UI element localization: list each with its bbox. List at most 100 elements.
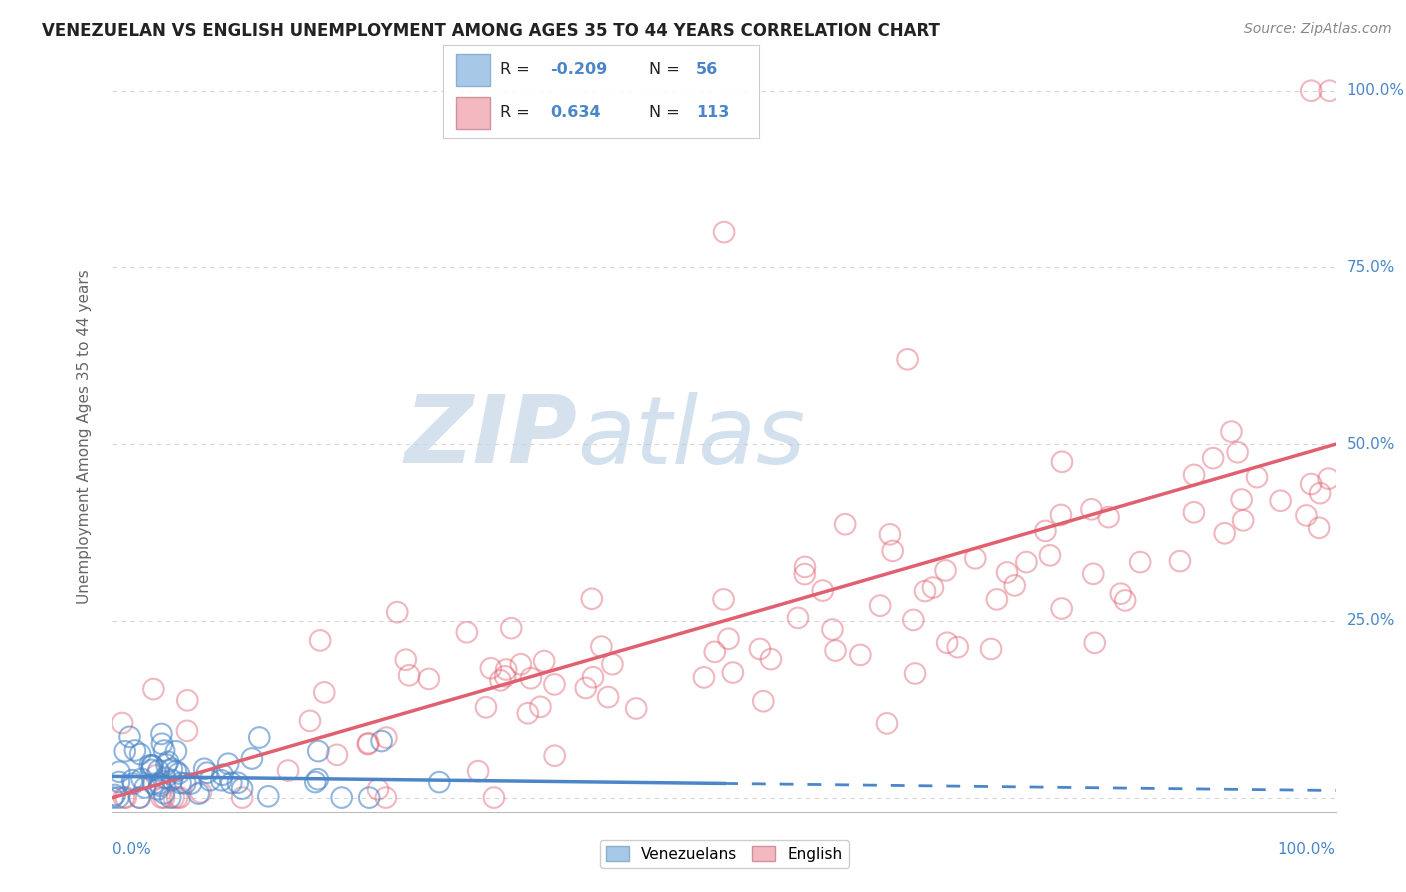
Point bbox=[298, 714, 321, 728]
Point bbox=[1270, 493, 1292, 508]
Point bbox=[849, 648, 872, 662]
Point bbox=[1035, 524, 1057, 538]
Text: 25.0%: 25.0% bbox=[1347, 614, 1395, 628]
Point bbox=[257, 789, 280, 804]
Text: N =: N = bbox=[648, 62, 685, 78]
Point bbox=[1319, 84, 1341, 98]
Point bbox=[357, 736, 380, 750]
Point bbox=[1182, 505, 1205, 519]
Text: 50.0%: 50.0% bbox=[1347, 437, 1395, 451]
Point bbox=[231, 790, 253, 805]
Point bbox=[193, 762, 215, 776]
Point bbox=[876, 716, 898, 731]
Point bbox=[314, 685, 336, 699]
Point bbox=[1232, 513, 1254, 527]
Point bbox=[1039, 549, 1062, 563]
Point bbox=[375, 731, 398, 745]
Text: N =: N = bbox=[648, 105, 685, 120]
Point bbox=[1168, 554, 1191, 568]
Point bbox=[187, 787, 209, 801]
Point bbox=[326, 747, 349, 762]
Point bbox=[995, 566, 1018, 580]
Point bbox=[529, 699, 551, 714]
FancyBboxPatch shape bbox=[456, 54, 491, 86]
Point bbox=[533, 654, 555, 668]
Point bbox=[903, 613, 925, 627]
Point bbox=[169, 790, 191, 805]
Point bbox=[217, 756, 239, 771]
Point bbox=[309, 633, 332, 648]
Point bbox=[1301, 477, 1323, 491]
Point bbox=[456, 625, 478, 640]
Point bbox=[821, 623, 844, 637]
Point bbox=[516, 706, 538, 721]
Point bbox=[114, 790, 136, 805]
Point bbox=[367, 782, 389, 797]
Point bbox=[174, 776, 197, 790]
Point bbox=[501, 621, 523, 635]
Point bbox=[387, 605, 409, 619]
Point bbox=[226, 776, 249, 790]
Point bbox=[357, 737, 380, 751]
Point bbox=[209, 773, 232, 788]
Point bbox=[479, 661, 502, 675]
Point bbox=[1129, 555, 1152, 569]
Point bbox=[717, 632, 740, 646]
Point bbox=[108, 775, 131, 789]
Point bbox=[304, 775, 326, 789]
Point bbox=[307, 744, 329, 758]
Point bbox=[198, 773, 221, 788]
Point bbox=[107, 790, 129, 805]
Point bbox=[824, 643, 846, 657]
Point bbox=[128, 790, 150, 805]
Point bbox=[155, 757, 177, 772]
Point bbox=[398, 668, 420, 682]
Point bbox=[1050, 455, 1073, 469]
Point bbox=[935, 563, 957, 577]
Point bbox=[146, 782, 169, 797]
Point bbox=[157, 755, 180, 769]
Text: ZIP: ZIP bbox=[405, 391, 578, 483]
Point bbox=[869, 599, 891, 613]
Point bbox=[897, 352, 920, 367]
Point bbox=[602, 657, 624, 672]
Point bbox=[231, 781, 253, 796]
Point bbox=[395, 653, 418, 667]
Text: R =: R = bbox=[501, 105, 534, 120]
Point bbox=[108, 764, 131, 779]
Point bbox=[153, 790, 176, 805]
Text: 113: 113 bbox=[696, 105, 730, 120]
Point bbox=[693, 670, 716, 684]
Point bbox=[142, 777, 165, 791]
Point bbox=[591, 640, 613, 654]
Point bbox=[904, 666, 927, 681]
Point bbox=[1295, 508, 1317, 523]
Point bbox=[176, 693, 198, 707]
Text: R =: R = bbox=[501, 62, 534, 78]
Point bbox=[359, 790, 381, 805]
Point bbox=[1226, 445, 1249, 459]
Text: 100.0%: 100.0% bbox=[1278, 842, 1336, 857]
Point bbox=[211, 768, 233, 782]
Point bbox=[1301, 84, 1323, 98]
Point bbox=[703, 645, 725, 659]
Point bbox=[128, 790, 150, 805]
Point bbox=[1317, 472, 1340, 486]
Text: 75.0%: 75.0% bbox=[1347, 260, 1395, 275]
Point bbox=[914, 584, 936, 599]
Point bbox=[165, 744, 187, 758]
Point bbox=[787, 611, 810, 625]
Point bbox=[759, 652, 782, 666]
Point bbox=[112, 790, 135, 805]
Point bbox=[1050, 508, 1073, 522]
Point bbox=[104, 788, 127, 802]
Point bbox=[221, 776, 243, 790]
Text: VENEZUELAN VS ENGLISH UNEMPLOYMENT AMONG AGES 35 TO 44 YEARS CORRELATION CHART: VENEZUELAN VS ENGLISH UNEMPLOYMENT AMONG… bbox=[42, 22, 941, 40]
Point bbox=[794, 560, 817, 574]
Point bbox=[721, 665, 744, 680]
Point bbox=[139, 758, 162, 772]
Point bbox=[129, 747, 152, 761]
FancyBboxPatch shape bbox=[456, 97, 491, 129]
Point bbox=[713, 225, 735, 239]
Point bbox=[475, 700, 498, 714]
